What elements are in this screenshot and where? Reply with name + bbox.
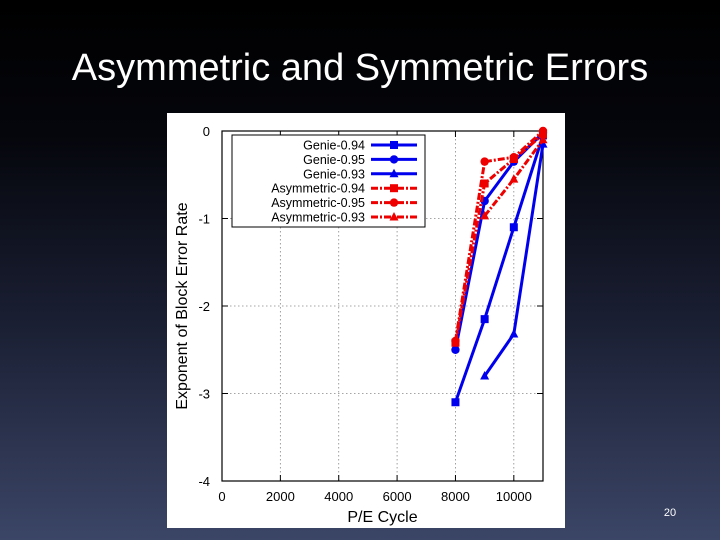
data-point (509, 223, 518, 232)
slide-number: 20 (663, 507, 677, 519)
data-point (509, 174, 519, 183)
x-tick-label: 2000 (266, 489, 295, 504)
legend-marker (389, 155, 399, 164)
x-tick-label: 4000 (324, 489, 353, 504)
series-genie-0-94 (451, 131, 547, 407)
x-tick-label: 0 (218, 489, 225, 504)
data-point (538, 134, 548, 144)
y-tick-label: -1 (198, 212, 210, 227)
legend-label: Asymmetric-0.93 (271, 211, 365, 225)
data-point (509, 329, 519, 338)
series-line (454, 134, 545, 403)
title-clip: Asymmetric and Symmetric Errors (0, 40, 720, 114)
y-axis-label: Exponent of Block Error Rate (174, 202, 191, 409)
legend-label: Genie-0.94 (303, 139, 365, 153)
legend: Genie-0.94Genie-0.95Genie-0.93Asymmetric… (231, 134, 426, 228)
data-point (480, 315, 489, 324)
legend-marker (389, 212, 399, 221)
slide-title: Asymmetric and Symmetric Errors (71, 47, 649, 89)
legend-marker (390, 141, 398, 149)
legend-label: Genie-0.93 (303, 167, 365, 181)
legend-marker (389, 198, 399, 207)
block-error-rate-chart: 0 2000 4000 6000 8000 10000 0 -1 -2 -3 -4 P/E Cycle… (174, 124, 548, 526)
x-tick-label: 6000 (383, 489, 412, 504)
data-point (451, 336, 460, 346)
series-asymmetric-0-93 (480, 134, 548, 220)
data-point (480, 371, 490, 380)
series-asymmetric-0-94 (451, 130, 547, 347)
data-point (538, 126, 548, 136)
legend-label: Genie-0.95 (303, 153, 365, 167)
series-line (453, 129, 545, 342)
data-point (480, 179, 489, 188)
x-axis-label: P/E Cycle (347, 509, 417, 526)
legend-label: Asymmetric-0.94 (271, 182, 365, 196)
x-tick-label: 8000 (441, 489, 470, 504)
series-asymmetric-0-95 (451, 126, 548, 346)
y-tick-label: -3 (198, 387, 210, 402)
legend-marker (390, 184, 398, 193)
series-genie-0-95 (451, 128, 548, 354)
data-point (451, 398, 460, 407)
series-line (453, 133, 544, 344)
data-point (509, 153, 519, 162)
data-point (538, 139, 548, 148)
legend-marker (389, 168, 399, 178)
series-genie-0-93 (480, 139, 548, 380)
y-tick-label: -2 (198, 299, 210, 314)
y-tick-label: 0 (203, 124, 210, 139)
data-point (451, 345, 460, 354)
data-point (480, 210, 490, 220)
chart-panel: 0 2000 4000 6000 8000 10000 0 -1 -2 -3 -4 P/E Cycle… (167, 113, 565, 528)
series-line (483, 138, 545, 217)
series-line (453, 131, 545, 351)
legend-box (231, 134, 426, 228)
data-point (480, 157, 489, 166)
legend-label: Asymmetric-0.95 (271, 196, 365, 210)
y-tick-label: -4 (198, 474, 210, 489)
x-tick-label: 10000 (496, 489, 532, 504)
